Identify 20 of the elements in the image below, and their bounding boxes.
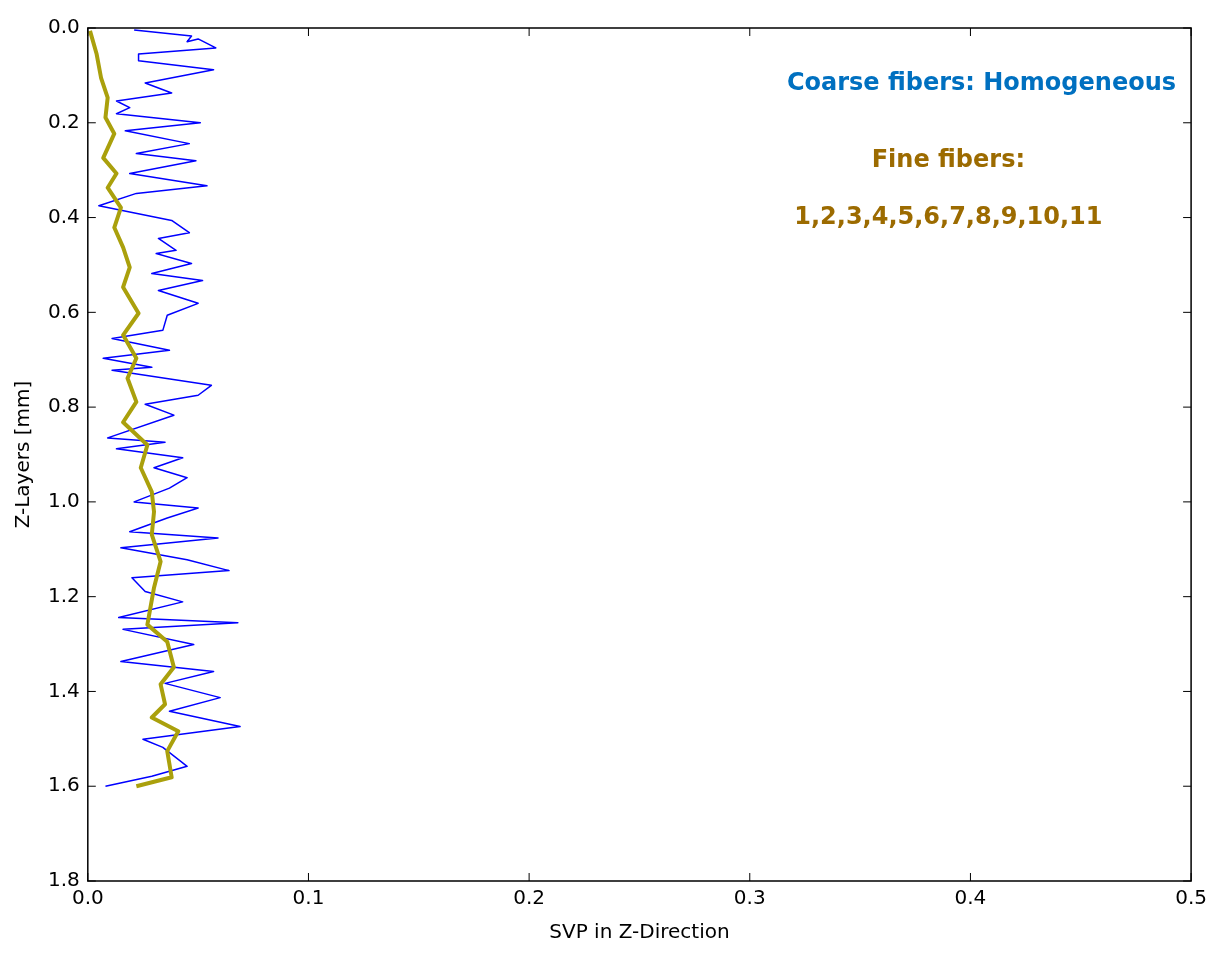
y-tick-label: 0.0	[47, 14, 80, 39]
y-tick-label: 1.0	[47, 488, 80, 513]
y-tick-label: 0.6	[47, 298, 80, 323]
y-tick-label: 0.4	[47, 203, 80, 228]
y-tick-label: 0.2	[47, 108, 80, 133]
x-tick-label: 0.3	[733, 885, 766, 910]
y-tick-label: 1.4	[47, 677, 80, 702]
annotation: Coarse fibers: Homogeneous	[786, 68, 1177, 97]
y-axis-title: Z-Layers [mm]	[10, 380, 35, 529]
annotation: 1,2,3,4,5,6,7,8,9,10,11	[794, 202, 1103, 231]
y-tick-label: 0.8	[47, 393, 80, 418]
y-tick-label: 1.6	[47, 772, 80, 797]
x-tick-label: 0.5	[1175, 885, 1207, 910]
x-tick-label: 0.1	[292, 885, 325, 910]
x-tick-label: 0.4	[954, 885, 987, 910]
x-tick-label: 0.0	[71, 885, 104, 910]
x-axis-title: SVP in Z-Direction	[549, 919, 730, 944]
y-tick-label: 1.2	[47, 582, 80, 607]
annotation: Fine fibers:	[871, 145, 1026, 174]
x-tick-label: 0.2	[513, 885, 546, 910]
